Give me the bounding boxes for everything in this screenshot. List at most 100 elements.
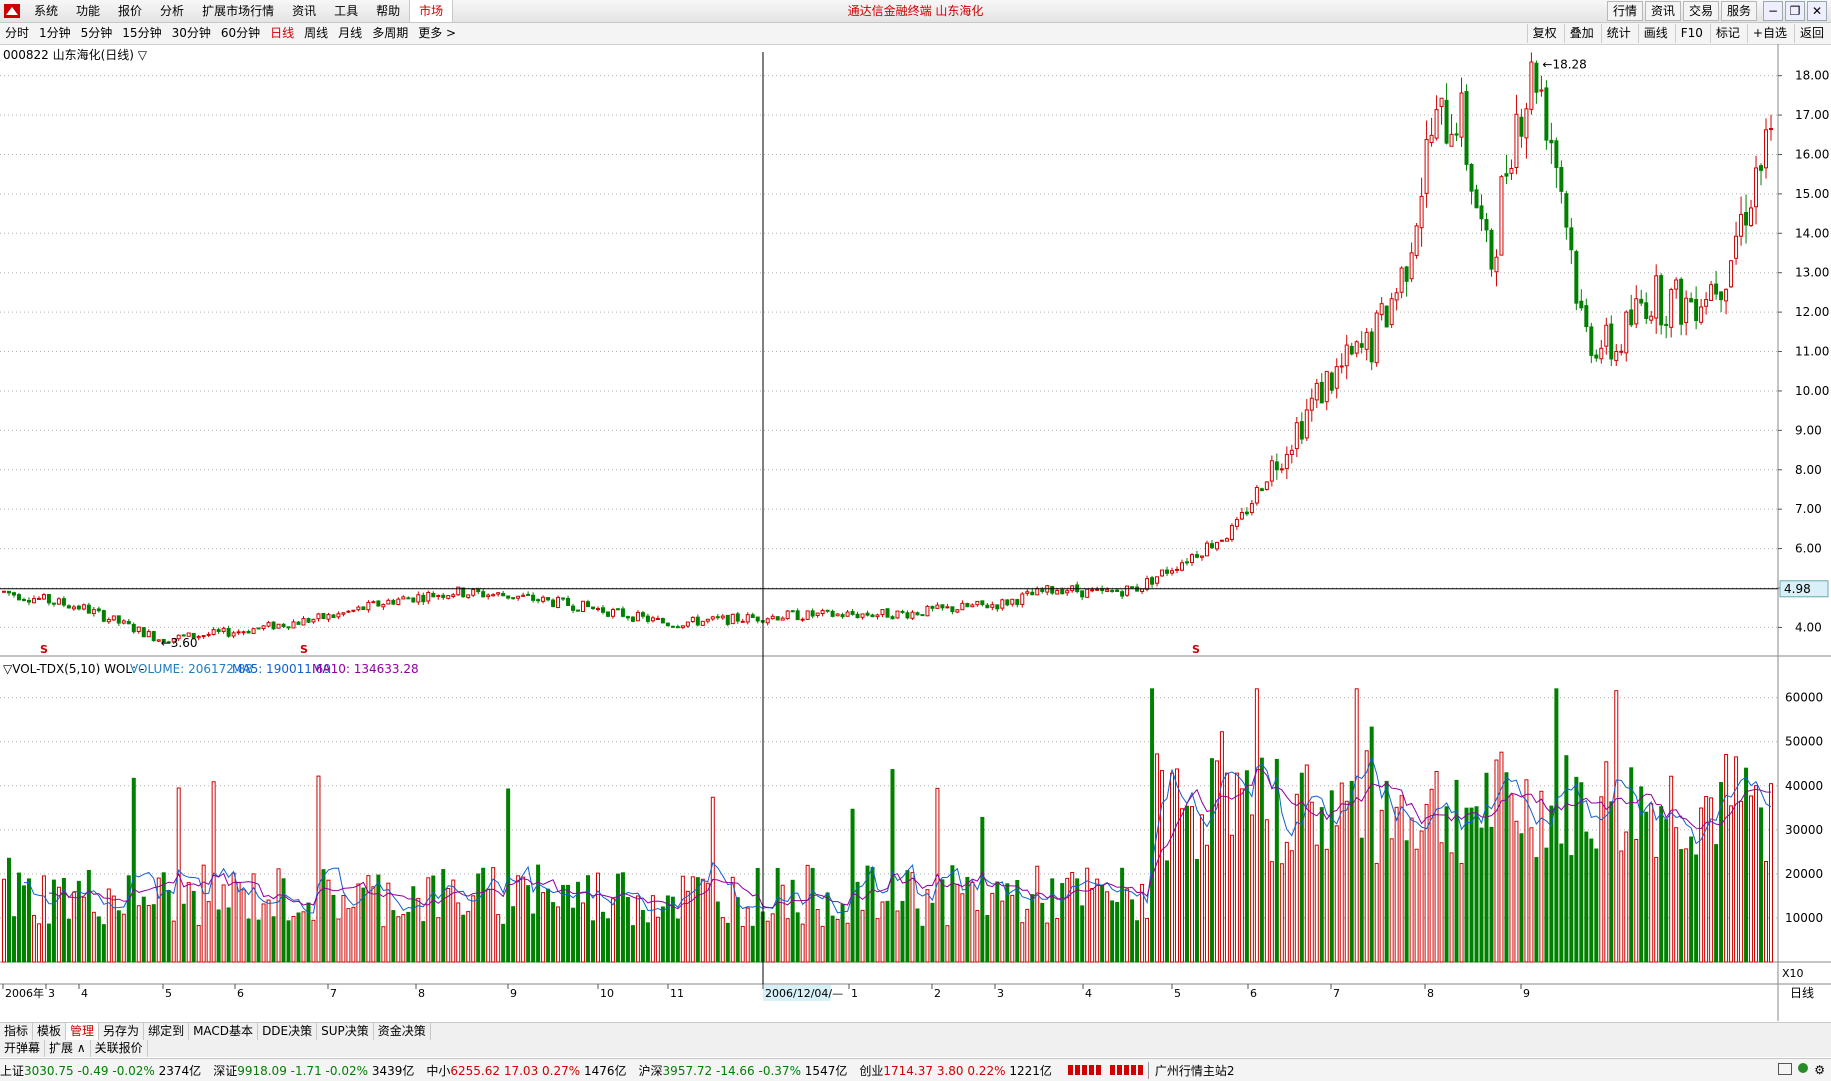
index-quote[interactable]: 中小6255.62 17.03 0.27% 1476亿 [426,1062,626,1079]
candle-body [1055,589,1060,595]
menu-item[interactable]: 报价 [118,4,143,18]
candle-body [1170,570,1175,574]
chart-tool-button[interactable]: 返回 [1793,24,1829,43]
volume-bar [800,923,805,963]
indicator-tab[interactable]: 另存为 [99,1023,145,1040]
volume-bar [1150,688,1155,963]
candle-body [421,594,426,603]
menu-item[interactable]: 系统 [34,4,59,18]
menu-item[interactable]: 功能 [76,4,101,18]
index-quote[interactable]: 深证9918.09 -1.71 -0.02% 3439亿 [213,1062,414,1079]
candle-body [1110,590,1115,593]
indicator-tab[interactable]: MACD基本 [189,1023,259,1040]
menu-item[interactable]: 资讯 [292,4,317,18]
volume-bar [1549,805,1554,963]
top-right-button[interactable]: 资讯 [1644,1,1681,21]
period-tab[interactable]: 多周期 [372,26,409,40]
indicator-tab[interactable]: SUP决策 [317,1023,374,1040]
chart-tool-button[interactable]: 标记 [1709,24,1745,43]
volume-bar [1629,767,1634,963]
candle-body [1694,298,1699,322]
volume-ma5-value: MA5: 190011.69 [232,662,331,676]
menu-item[interactable]: 分析 [160,4,185,18]
chart-title: 000822 山东海化(日线) ▽ [3,48,148,62]
volume-bar [980,816,985,963]
period-tab[interactable]: 分时 [5,26,30,40]
settings-icon[interactable]: ⚙ [1814,1063,1825,1077]
volume-bar [1714,844,1719,963]
candle-body [600,607,605,613]
volume-bar [1015,879,1020,963]
chart-tool-button[interactable]: F10 [1674,24,1708,43]
price-tick-label: 18.00 [1795,69,1829,83]
chart-tool-button[interactable]: 叠加 [1563,24,1599,43]
top-right-button[interactable]: 交易 [1682,1,1719,21]
index-quote[interactable]: 创业1714.37 3.80 0.22% 1221亿 [859,1062,1052,1079]
menu-item[interactable]: 帮助 [376,4,401,18]
restore-icon[interactable]: ❐ [1785,1,1805,21]
volume-bar [1060,883,1065,963]
sub-tab[interactable]: 扩展 ∧ [45,1040,91,1057]
indicator-tab[interactable]: DDE决策 [258,1023,318,1040]
sub-tab[interactable]: 开弹幕 [0,1040,46,1057]
indicator-tab[interactable]: 资金决策 [374,1023,431,1040]
volume-bar [1699,807,1704,963]
chart-tool-button[interactable]: 复权 [1526,24,1562,43]
period-tab[interactable]: 30分钟 [171,26,211,40]
volume-bar [421,921,426,963]
volume-bar [496,914,501,963]
period-tab[interactable]: 月线 [338,26,363,40]
period-tab[interactable]: 15分钟 [122,26,162,40]
sub-tab[interactable]: 关联报价 [91,1040,148,1057]
candle-body [620,608,625,617]
top-right-button[interactable]: 行情 [1606,1,1643,21]
volume-bar [476,873,481,963]
close-icon[interactable]: ✕ [1807,1,1827,21]
volume-bar [1529,827,1534,963]
menu-item[interactable]: 扩展市场行情 [202,4,275,18]
top-right-button[interactable]: 服务 [1720,1,1757,21]
indicator-tab[interactable]: 绑定到 [144,1023,190,1040]
volume-bar [1424,803,1429,963]
minimize-icon[interactable]: − [1763,1,1783,21]
volume-bar [1274,758,1279,963]
server-name[interactable]: 广州行情主站2 [1147,1061,1235,1079]
chart-tool-button[interactable]: +自选 [1746,24,1792,43]
candle-body [860,613,865,618]
candle-body [625,616,630,619]
period-tab[interactable]: 5分钟 [80,26,113,40]
period-tab[interactable]: 60分钟 [220,26,261,40]
chart-tool-button[interactable]: 统计 [1600,24,1636,43]
volume-tick-label: 50000 [1785,735,1823,749]
volume-bar [251,873,256,963]
volume-bar [1259,757,1264,963]
kline-chart[interactable]: 18.0017.0016.0015.0014.0013.0012.0011.00… [0,44,1831,1021]
candle-body [196,635,201,639]
menu-item[interactable]: 工具 [334,4,359,18]
monitor-icon[interactable] [1778,1063,1793,1075]
indicator-tab[interactable]: 模板 [33,1023,67,1040]
chart-tool-button[interactable]: 画线 [1637,24,1673,43]
volume-bar [1494,759,1499,963]
volume-bar [960,893,965,963]
candle-body [615,608,620,611]
period-tab[interactable]: 日线 [270,26,295,40]
status-dot-icon[interactable] [1798,1063,1809,1073]
volume-bar [1559,843,1564,963]
candle-body [1549,139,1554,144]
indicator-tab[interactable]: 管理 [66,1023,100,1040]
candle-body [431,592,436,598]
period-tab[interactable]: 更多 > [418,26,457,40]
volume-bar [1264,819,1269,963]
price-tick-label: 11.00 [1795,345,1829,359]
volume-bar [181,903,186,963]
indicator-tab[interactable]: 指标 [0,1023,34,1040]
index-quote[interactable]: 沪深3957.72 -14.66 -0.37% 1547亿 [639,1062,848,1079]
volume-bar [1439,842,1444,963]
index-quote[interactable]: 上证3030.75 -0.49 -0.02% 2374亿 [0,1062,201,1079]
period-tab[interactable]: 周线 [304,26,329,40]
period-tab[interactable]: 1分钟 [39,26,71,40]
volume-bar [1359,837,1364,963]
candle-body [715,616,720,619]
market-tab[interactable]: 市场 [409,0,454,22]
